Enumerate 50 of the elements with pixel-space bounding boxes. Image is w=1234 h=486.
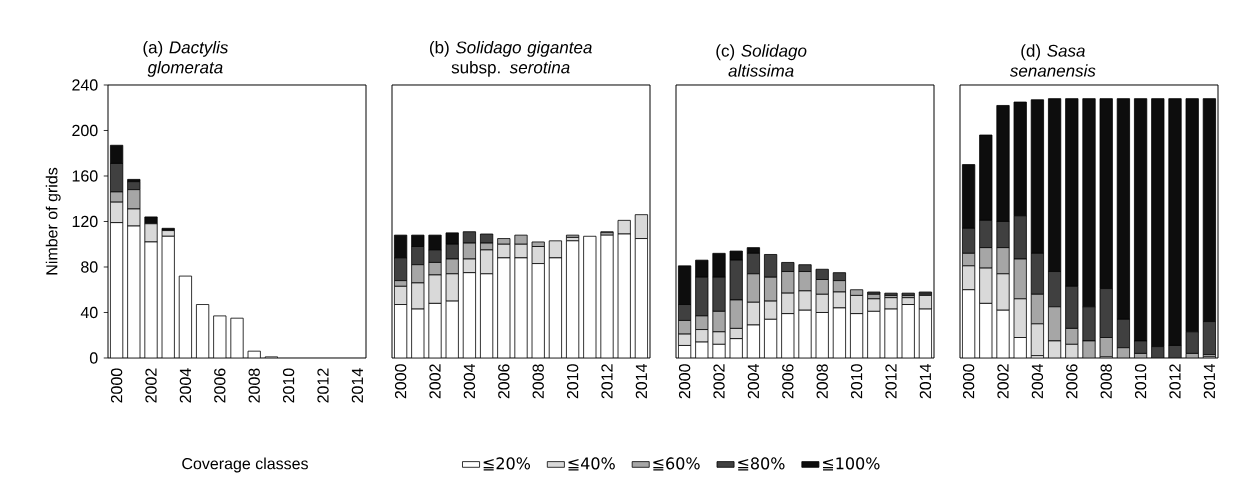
x-tick-label: 2004: [463, 364, 476, 399]
x-tick-label: 2006: [498, 364, 510, 399]
x-tick-label: 2002: [713, 364, 725, 399]
legend-label: ≦100%: [823, 457, 880, 471]
x-tick-label: 2014: [635, 364, 648, 399]
x-tick-label: 2002: [145, 368, 157, 403]
y-tick-label: 40: [80, 306, 98, 319]
y-tick-label: 200: [72, 124, 98, 137]
x-tick-label: 2012: [885, 364, 897, 399]
x-tick-label: 2004: [1031, 364, 1044, 399]
x-tick-label: 2006: [214, 368, 226, 403]
legend-label: ≦80%: [738, 457, 785, 471]
legend-label: ≦20%: [483, 457, 531, 471]
x-tick-label: 2000: [962, 364, 975, 399]
y-tick-label: 120: [72, 215, 98, 228]
x-tick-label: 2002: [997, 364, 1009, 399]
y-tick-label: 240: [72, 79, 98, 91]
chart-title: (a) Dactylis glomerata: [143, 40, 229, 77]
chart-title: (c) Solidago altissima: [716, 44, 807, 77]
x-tick-label: 2014: [1203, 364, 1216, 399]
x-tick-label: 2000: [394, 364, 407, 399]
chart-title: (b) Solidago gigantea subsp. serotina: [429, 40, 592, 77]
x-tick-label: 2012: [1169, 364, 1181, 399]
x-tick-label: 2010: [566, 364, 579, 399]
y-axis-title: Nimber of grids: [45, 167, 61, 275]
x-tick-label: 2006: [1066, 364, 1078, 399]
legend-label: ≦40%: [568, 457, 615, 471]
x-tick-label: 2012: [317, 368, 329, 403]
x-tick-label: 2008: [248, 368, 260, 403]
x-tick-label: 2010: [282, 368, 295, 403]
x-tick-label: 2004: [747, 364, 760, 399]
x-tick-label: 2014: [919, 364, 932, 399]
x-tick-label: 2010: [850, 364, 863, 399]
legend-title: Coverage classes: [182, 457, 308, 473]
x-tick-label: 2008: [1100, 364, 1112, 399]
y-tick-label: 160: [72, 170, 98, 182]
x-tick-label: 2012: [601, 364, 613, 399]
x-tick-label: 2008: [532, 364, 544, 399]
x-tick-label: 2010: [1134, 364, 1147, 399]
x-tick-label: 2014: [351, 368, 364, 403]
x-tick-label: 2000: [110, 368, 123, 403]
x-tick-label: 2008: [816, 364, 828, 399]
chart-title: (d) Sasa senanensis: [1009, 44, 1096, 77]
x-tick-label: 2000: [678, 364, 691, 399]
y-tick-label: 80: [81, 261, 98, 273]
x-tick-label: 2004: [179, 368, 192, 403]
legend-label: ≦60%: [653, 457, 700, 471]
x-tick-label: 2006: [782, 364, 794, 399]
y-tick-label: 0: [89, 352, 98, 364]
x-tick-label: 2002: [429, 364, 441, 399]
